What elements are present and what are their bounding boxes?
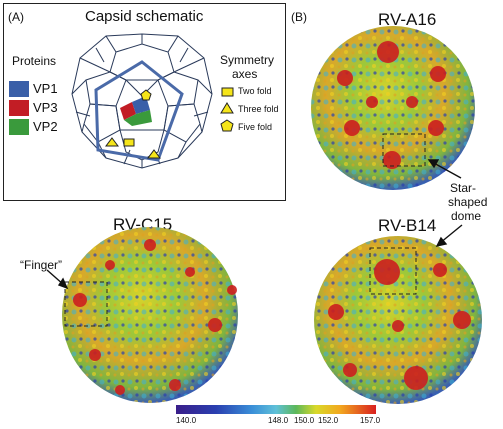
star-dome-line2: shaped: [448, 195, 488, 209]
vp3-subunit: [120, 102, 136, 120]
star-dome-arrow-upper: [431, 161, 462, 179]
symmetry-title-2: axes: [232, 67, 258, 81]
vp2-subunit: [124, 110, 152, 126]
finger-annotation: “Finger”: [20, 258, 63, 272]
vp2-swatch: [9, 119, 29, 135]
rv-a16-title: RV-A16: [378, 10, 437, 29]
star-dome-arrow-lower: [439, 224, 463, 244]
two-fold-label: Two fold: [238, 86, 272, 96]
triangular-face-outline: [94, 60, 184, 162]
vp1-label: VP1: [33, 81, 58, 96]
tick-140: 140.0: [176, 416, 197, 425]
three-fold-marker-left: [105, 137, 119, 147]
rv-c15-dashed-box: [64, 281, 108, 327]
vp1-swatch: [9, 81, 29, 97]
three-fold-marker-right: [147, 149, 161, 159]
proteins-label: Proteins: [12, 54, 57, 68]
tick-148: 148.0: [268, 416, 289, 425]
tick-152: 152.0: [318, 416, 339, 425]
rv-b14-dashed-box: [369, 247, 417, 295]
panel-a-title: Capsid schematic: [85, 8, 204, 25]
three-fold-icon: [220, 102, 234, 114]
colorbar: [176, 405, 376, 414]
vp2-label: VP2: [33, 119, 58, 134]
rv-b14-title: RV-B14: [378, 216, 437, 235]
rv-c15-capsid: [62, 227, 238, 403]
two-fold-marker: [123, 138, 135, 147]
symmetry-title-1: Symmetry: [220, 53, 274, 67]
rv-a16-capsid: [311, 26, 475, 190]
tick-150: 150.0: [294, 416, 315, 425]
three-fold-label: Three fold: [238, 104, 279, 114]
panel-b-letter: (B): [291, 10, 307, 24]
vp3-swatch: [9, 100, 29, 116]
tick-157: 157.0: [360, 416, 381, 425]
five-fold-marker: [140, 89, 152, 101]
star-dome-line1: Star-: [450, 181, 477, 195]
colorbar-ticks: 140.0 148.0 150.0 152.0 157.0: [176, 415, 380, 429]
star-dome-line3: dome: [451, 209, 482, 223]
vp3-label: VP3: [33, 100, 58, 115]
two-fold-icon: [221, 87, 234, 97]
five-fold-label: Five fold: [238, 122, 273, 132]
five-fold-icon: [220, 119, 234, 132]
capsid-schematic-panel: [3, 3, 286, 201]
rv-a16-dashed-box: [382, 133, 426, 167]
rv-b14-capsid: [314, 236, 482, 404]
panel-a-letter: (A): [8, 10, 24, 24]
